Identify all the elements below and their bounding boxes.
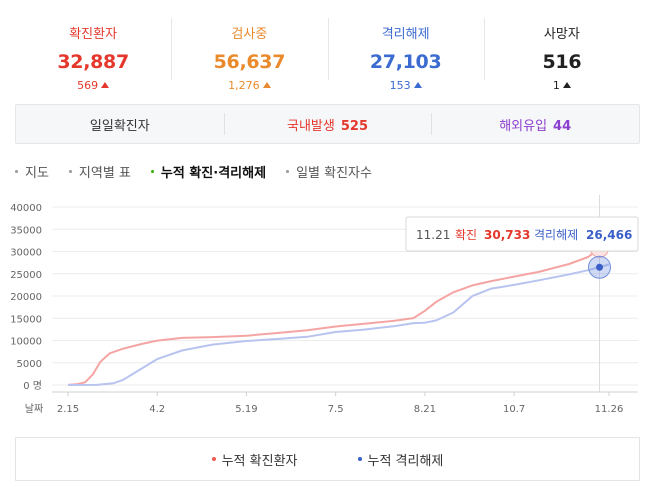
stat-delta: 1,276	[171, 79, 327, 92]
up-triangle-icon	[262, 82, 271, 88]
daily-title: 일일확진자	[16, 115, 224, 134]
stat-label: 확진환자	[69, 27, 118, 42]
stat-value: 56,637	[213, 51, 286, 73]
stat-value: 32,887	[57, 51, 129, 73]
daily-title-label: 일일확진자	[89, 118, 150, 134]
daily-overseas: 해외유입 44	[431, 112, 639, 135]
stat-value: 27,103	[369, 51, 442, 73]
x-tick-label: 2.15	[57, 404, 79, 415]
legend-label: 누적 확진환자	[221, 453, 298, 469]
y-tick-label: 15000	[10, 314, 42, 325]
x-tick-label: 7.5	[328, 404, 344, 415]
y-tick-label: 20000	[10, 292, 42, 303]
x-tick-label: 10.7	[503, 404, 525, 415]
stat-label: 격리해제	[381, 27, 430, 42]
tooltip-confirmed-label: 확진	[455, 228, 477, 242]
x-tick-label: 5.19	[235, 404, 257, 415]
up-triangle-icon	[413, 82, 422, 88]
bullet-icon	[150, 170, 154, 173]
stat-confirmed: 확진환자 32,887 569	[15, 10, 171, 95]
tab-label: 지도	[25, 166, 49, 181]
x-axis-label: 날짜	[25, 403, 43, 415]
x-tick-label: 4.2	[149, 404, 165, 415]
domestic-label: 국내발생	[287, 118, 335, 134]
stat-delta: 153	[328, 79, 484, 92]
tab-cumulative[interactable]: 누적 확진·격리해제	[150, 162, 267, 181]
x-tick-label: 11.26	[595, 404, 624, 415]
daily-domestic: 국내발생 525	[223, 112, 432, 135]
x-tick-label: 8.21	[414, 404, 436, 415]
tab-map[interactable]: 지도	[15, 162, 49, 181]
legend-label: 누적 격리해제	[367, 453, 444, 469]
stats-panel: 확진환자 32,887 569 검사중 56,637 1,276 격리해제 27…	[15, 10, 640, 95]
tab-region-table[interactable]: 지역별 표	[68, 162, 131, 181]
tab-label: 지역별 표	[78, 166, 131, 181]
stat-value: 516	[542, 51, 582, 73]
legend-dot-icon	[211, 457, 216, 461]
stat-testing: 검사중 56,637 1,276	[171, 10, 327, 95]
y-tick-label: 25000	[10, 270, 42, 281]
bullet-icon	[15, 170, 18, 173]
chart-legend: 누적 확진환자 누적 격리해제	[15, 437, 640, 481]
tooltip-box	[405, 216, 639, 252]
y-tick-label: 40000	[10, 203, 42, 214]
y-tick-label: 5000	[17, 359, 42, 370]
y-tick-label: 10000	[10, 337, 42, 348]
legend-dot-icon	[357, 457, 362, 461]
chart-tabs: 지도 지역별 표 누적 확진·격리해제 일별 확진자수	[15, 162, 392, 181]
legend-item-released[interactable]: 누적 격리해제	[357, 450, 444, 469]
tooltip-confirmed-value: 30,733	[484, 228, 530, 242]
bullet-icon	[68, 170, 72, 173]
y-tick-label: 30000	[10, 248, 42, 259]
legend-item-confirmed[interactable]: 누적 확진환자	[211, 450, 298, 469]
stat-label: 검사중	[231, 27, 268, 42]
stat-label: 사망자	[543, 27, 580, 42]
up-triangle-icon	[101, 82, 110, 88]
tab-label: 누적 확진·격리해제	[160, 166, 267, 181]
series-line-released	[67, 263, 610, 386]
tooltip-released-value: 26,466	[586, 228, 632, 242]
series-line-confirmed	[67, 237, 610, 386]
domestic-value: 525	[340, 118, 368, 134]
up-triangle-icon	[562, 82, 571, 88]
y-tick-label: 35000	[10, 225, 42, 236]
stat-deaths: 사망자 516 1	[483, 10, 640, 95]
tab-label: 일별 확진자수	[296, 166, 372, 181]
stat-delta: 1	[484, 79, 640, 92]
stat-delta: 569	[15, 79, 171, 92]
tab-daily[interactable]: 일별 확진자수	[286, 162, 372, 181]
stat-released: 격리해제 27,103 153	[327, 10, 484, 95]
bullet-icon	[286, 170, 290, 173]
overseas-label: 해외유입	[499, 118, 548, 134]
y-tick-label: 0 명	[23, 380, 42, 392]
daily-cases-bar: 일일확진자 국내발생 525 해외유입 44	[15, 104, 640, 144]
hover-marker-released	[596, 263, 604, 271]
tooltip-date: 11.21	[416, 228, 450, 242]
tooltip-released-label: 격리해제	[534, 228, 578, 242]
overseas-value: 44	[553, 118, 572, 134]
